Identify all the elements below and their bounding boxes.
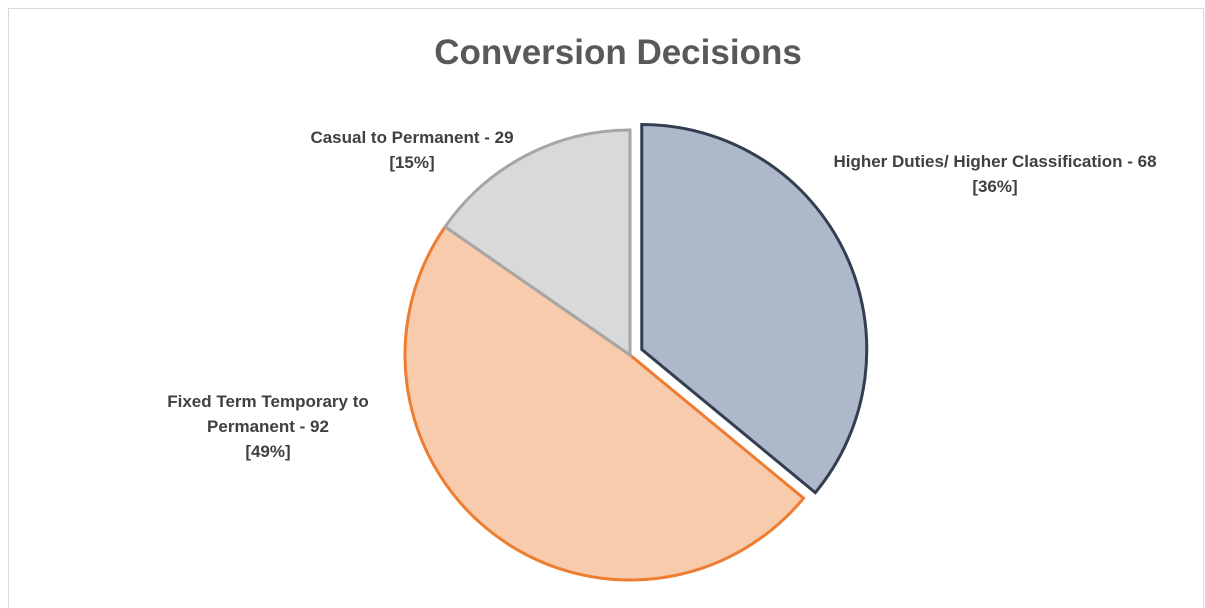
pie-slice-3	[443, 128, 632, 358]
pie-slice-label-line: Fixed Term Temporary to	[167, 392, 369, 411]
pie-slice-1	[640, 122, 869, 495]
pie-slice-label-line: Higher Duties/ Higher Classification - 6…	[833, 152, 1156, 171]
chart-title: Conversion Decisions	[434, 33, 802, 72]
pie-slice-label-line: [15%]	[389, 153, 434, 172]
pie-slice-label-line: [36%]	[972, 177, 1017, 196]
pie-slice-label-line: [49%]	[245, 442, 290, 461]
pie-slice-label-line: Permanent - 92	[207, 417, 329, 436]
pie-labels: Higher Duties/ Higher Classification - 6…	[167, 128, 1156, 461]
pie-slice-2	[403, 224, 806, 582]
pie-slices	[403, 122, 869, 582]
pie-slice-label-2: Fixed Term Temporary to Permanent - 92 [49…	[167, 392, 369, 461]
pie-slice-label-3: Casual to Permanent - 29 [15%]	[310, 128, 513, 172]
pie-slice-label-1: Higher Duties/ Higher Classification - 6…	[833, 152, 1156, 196]
pie-slice-label-line: Casual to Permanent - 29	[310, 128, 513, 147]
